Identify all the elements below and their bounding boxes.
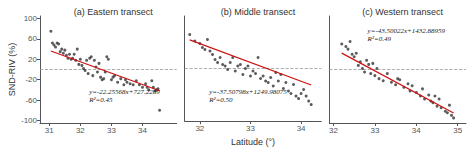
svg-text:R²=0.50: R²=0.50 bbox=[208, 96, 233, 104]
svg-text:34: 34 bbox=[412, 126, 421, 135]
svg-text:20: 20 bbox=[28, 55, 37, 64]
svg-text:R²=0.45: R²=0.45 bbox=[88, 96, 113, 104]
svg-text:100: 100 bbox=[24, 14, 38, 23]
svg-text:33: 33 bbox=[370, 126, 379, 135]
svg-text:32: 32 bbox=[195, 124, 204, 133]
svg-text:32: 32 bbox=[329, 126, 338, 135]
svg-text:34: 34 bbox=[297, 124, 306, 133]
svg-text:34: 34 bbox=[138, 126, 147, 135]
svg-text:(c) Western transect: (c) Western transect bbox=[362, 7, 443, 17]
svg-text:R²=0.49: R²=0.49 bbox=[367, 35, 392, 43]
svg-text:35: 35 bbox=[453, 126, 462, 135]
svg-text:Latitude (°): Latitude (°) bbox=[231, 137, 275, 147]
svg-text:y=-37.50798x+1249.98075: y=-37.50798x+1249.98075 bbox=[208, 88, 287, 96]
svg-text:-60: -60 bbox=[25, 96, 37, 105]
svg-text:60: 60 bbox=[28, 34, 37, 43]
svg-text:31: 31 bbox=[45, 126, 54, 135]
svg-text:-20: -20 bbox=[25, 75, 37, 84]
svg-text:-100: -100 bbox=[21, 116, 38, 125]
svg-text:y=-43.50022x+1432.88959: y=-43.50022x+1432.88959 bbox=[367, 27, 446, 35]
svg-text:(b) Middle transect: (b) Middle transect bbox=[221, 7, 296, 17]
svg-text:y=-22.25568x+727.2289: y=-22.25568x+727.2289 bbox=[88, 88, 160, 96]
svg-text:33: 33 bbox=[107, 126, 116, 135]
svg-text:SND-RIV (%): SND-RIV (%) bbox=[7, 43, 17, 97]
svg-text:(a) Eastern transect: (a) Eastern transect bbox=[74, 7, 154, 17]
svg-text:32: 32 bbox=[76, 126, 85, 135]
svg-text:33: 33 bbox=[246, 124, 255, 133]
